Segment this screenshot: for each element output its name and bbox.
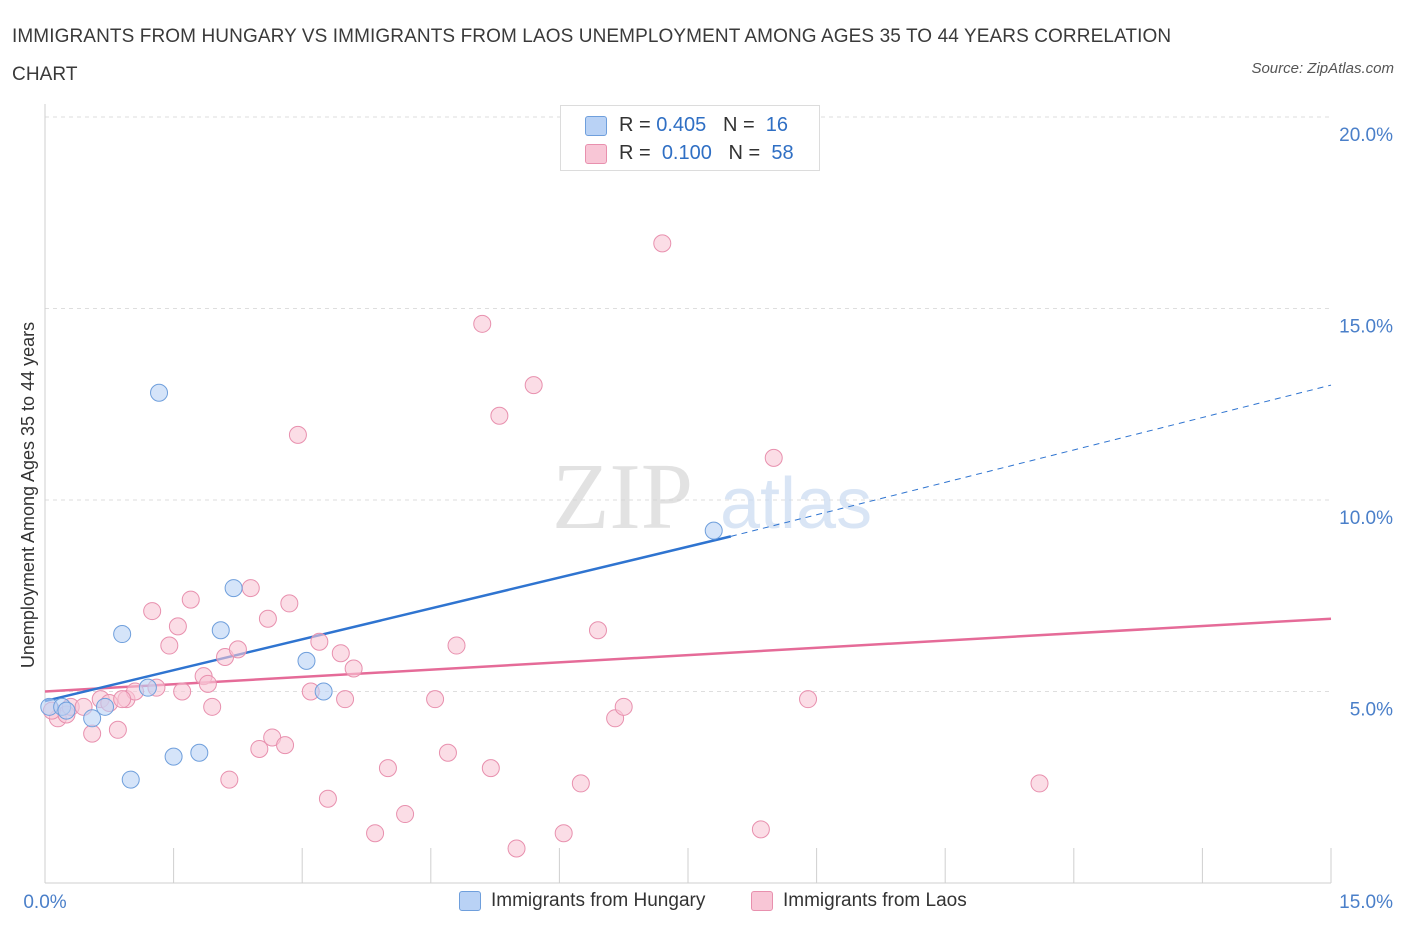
- hungary-point: [704, 521, 723, 540]
- laos-point: [447, 636, 466, 655]
- hungary-r-value: 0.405: [656, 114, 707, 136]
- hungary-trend-line: [44, 535, 732, 703]
- watermark-atlas: atlas: [720, 464, 872, 544]
- hungary-point: [96, 697, 115, 716]
- hungary-point: [57, 701, 76, 720]
- laos-series-name: Immigrants from Laos: [783, 890, 967, 911]
- watermark-zip: ZIP: [552, 445, 693, 549]
- grid-lines: [45, 116, 1331, 692]
- laos-point: [336, 690, 355, 709]
- laos-point: [168, 617, 187, 636]
- laos-point: [113, 690, 132, 709]
- laos-point: [1030, 774, 1049, 793]
- hungary-point: [150, 383, 169, 402]
- laos-point: [481, 759, 500, 778]
- hungary-trend-extension: [730, 384, 1332, 537]
- laos-point: [203, 697, 222, 716]
- laos-point: [108, 720, 127, 739]
- hungary-point: [121, 770, 140, 789]
- trend-lines: [44, 384, 1332, 703]
- hungary-swatch: [459, 891, 481, 911]
- laos-point: [83, 724, 102, 743]
- laos-point: [241, 579, 260, 598]
- laos-swatch: [751, 891, 773, 911]
- y-tick-label: 10.0%: [1339, 508, 1393, 529]
- y-tick-label: 15.0%: [1339, 317, 1393, 338]
- laos-point: [524, 376, 543, 395]
- laos-point: [653, 234, 672, 253]
- laos-point: [344, 659, 363, 678]
- laos-swatch: [585, 144, 607, 164]
- laos-point: [276, 736, 295, 755]
- laos-point: [143, 602, 162, 621]
- laos-point: [490, 406, 509, 425]
- x-tick-label: 0.0%: [23, 892, 66, 913]
- laos-point: [751, 820, 770, 839]
- laos-point: [310, 632, 329, 651]
- hungary-point: [113, 625, 132, 644]
- x-tick-label: 15.0%: [1339, 892, 1393, 913]
- hungary-n-value: 16: [765, 114, 789, 136]
- laos-point: [331, 644, 350, 663]
- laos-point: [396, 805, 415, 824]
- laos-point: [378, 759, 397, 778]
- laos-point: [198, 674, 217, 693]
- y-tick-label: 20.0%: [1339, 125, 1393, 146]
- laos-r-value: 0.100: [661, 142, 712, 164]
- tick-labels: 5.0% 10.0% 15.0% 20.0% 0.0% 15.0%: [23, 125, 1393, 913]
- laos-point: [554, 824, 573, 843]
- laos-trend-line: [44, 617, 1332, 693]
- hungary-point: [314, 682, 333, 701]
- hungary-series-name: Immigrants from Hungary: [491, 890, 706, 911]
- laos-point: [280, 594, 299, 613]
- laos-point: [507, 839, 526, 858]
- hungary-point: [224, 579, 243, 598]
- laos-point: [764, 448, 783, 467]
- laos-point: [426, 690, 445, 709]
- axes: [44, 104, 1332, 884]
- n-label: N =: [722, 114, 755, 136]
- source-label: Source: ZipAtlas.com: [1251, 60, 1394, 77]
- r-label: R =: [619, 114, 651, 136]
- r-label: R =: [619, 142, 651, 164]
- laos-point: [220, 770, 239, 789]
- laos-point: [288, 425, 307, 444]
- laos-point: [318, 789, 337, 808]
- laos-n-value: 58: [771, 142, 794, 164]
- laos-point: [571, 774, 590, 793]
- hungary-point: [190, 743, 209, 762]
- hungary-point: [83, 709, 102, 728]
- data-points: [40, 234, 1049, 858]
- hungary-point: [138, 678, 157, 697]
- laos-point: [438, 743, 457, 762]
- y-tick-label: 5.0%: [1350, 700, 1393, 721]
- chart-title: IMMIGRANTS FROM HUNGARY VS IMMIGRANTS FR…: [12, 26, 1172, 85]
- hungary-point: [297, 651, 316, 670]
- y-axis-label: Unemployment Among Ages 35 to 44 years: [18, 322, 38, 668]
- laos-point: [250, 739, 269, 758]
- hungary-swatch: [585, 116, 607, 136]
- laos-point: [366, 824, 385, 843]
- laos-point: [799, 690, 818, 709]
- n-label: N =: [728, 142, 761, 164]
- laos-point: [160, 636, 179, 655]
- laos-point: [181, 590, 200, 609]
- hungary-point: [211, 621, 230, 640]
- hungary-point: [164, 747, 183, 766]
- laos-point: [473, 314, 492, 333]
- correlation-legend: R = 0.405 N = 16 R = 0.100 N = 58: [560, 105, 820, 171]
- laos-point: [228, 640, 247, 659]
- laos-point: [173, 682, 192, 701]
- laos-point: [614, 697, 633, 716]
- laos-point: [588, 621, 607, 640]
- laos-point: [258, 609, 277, 628]
